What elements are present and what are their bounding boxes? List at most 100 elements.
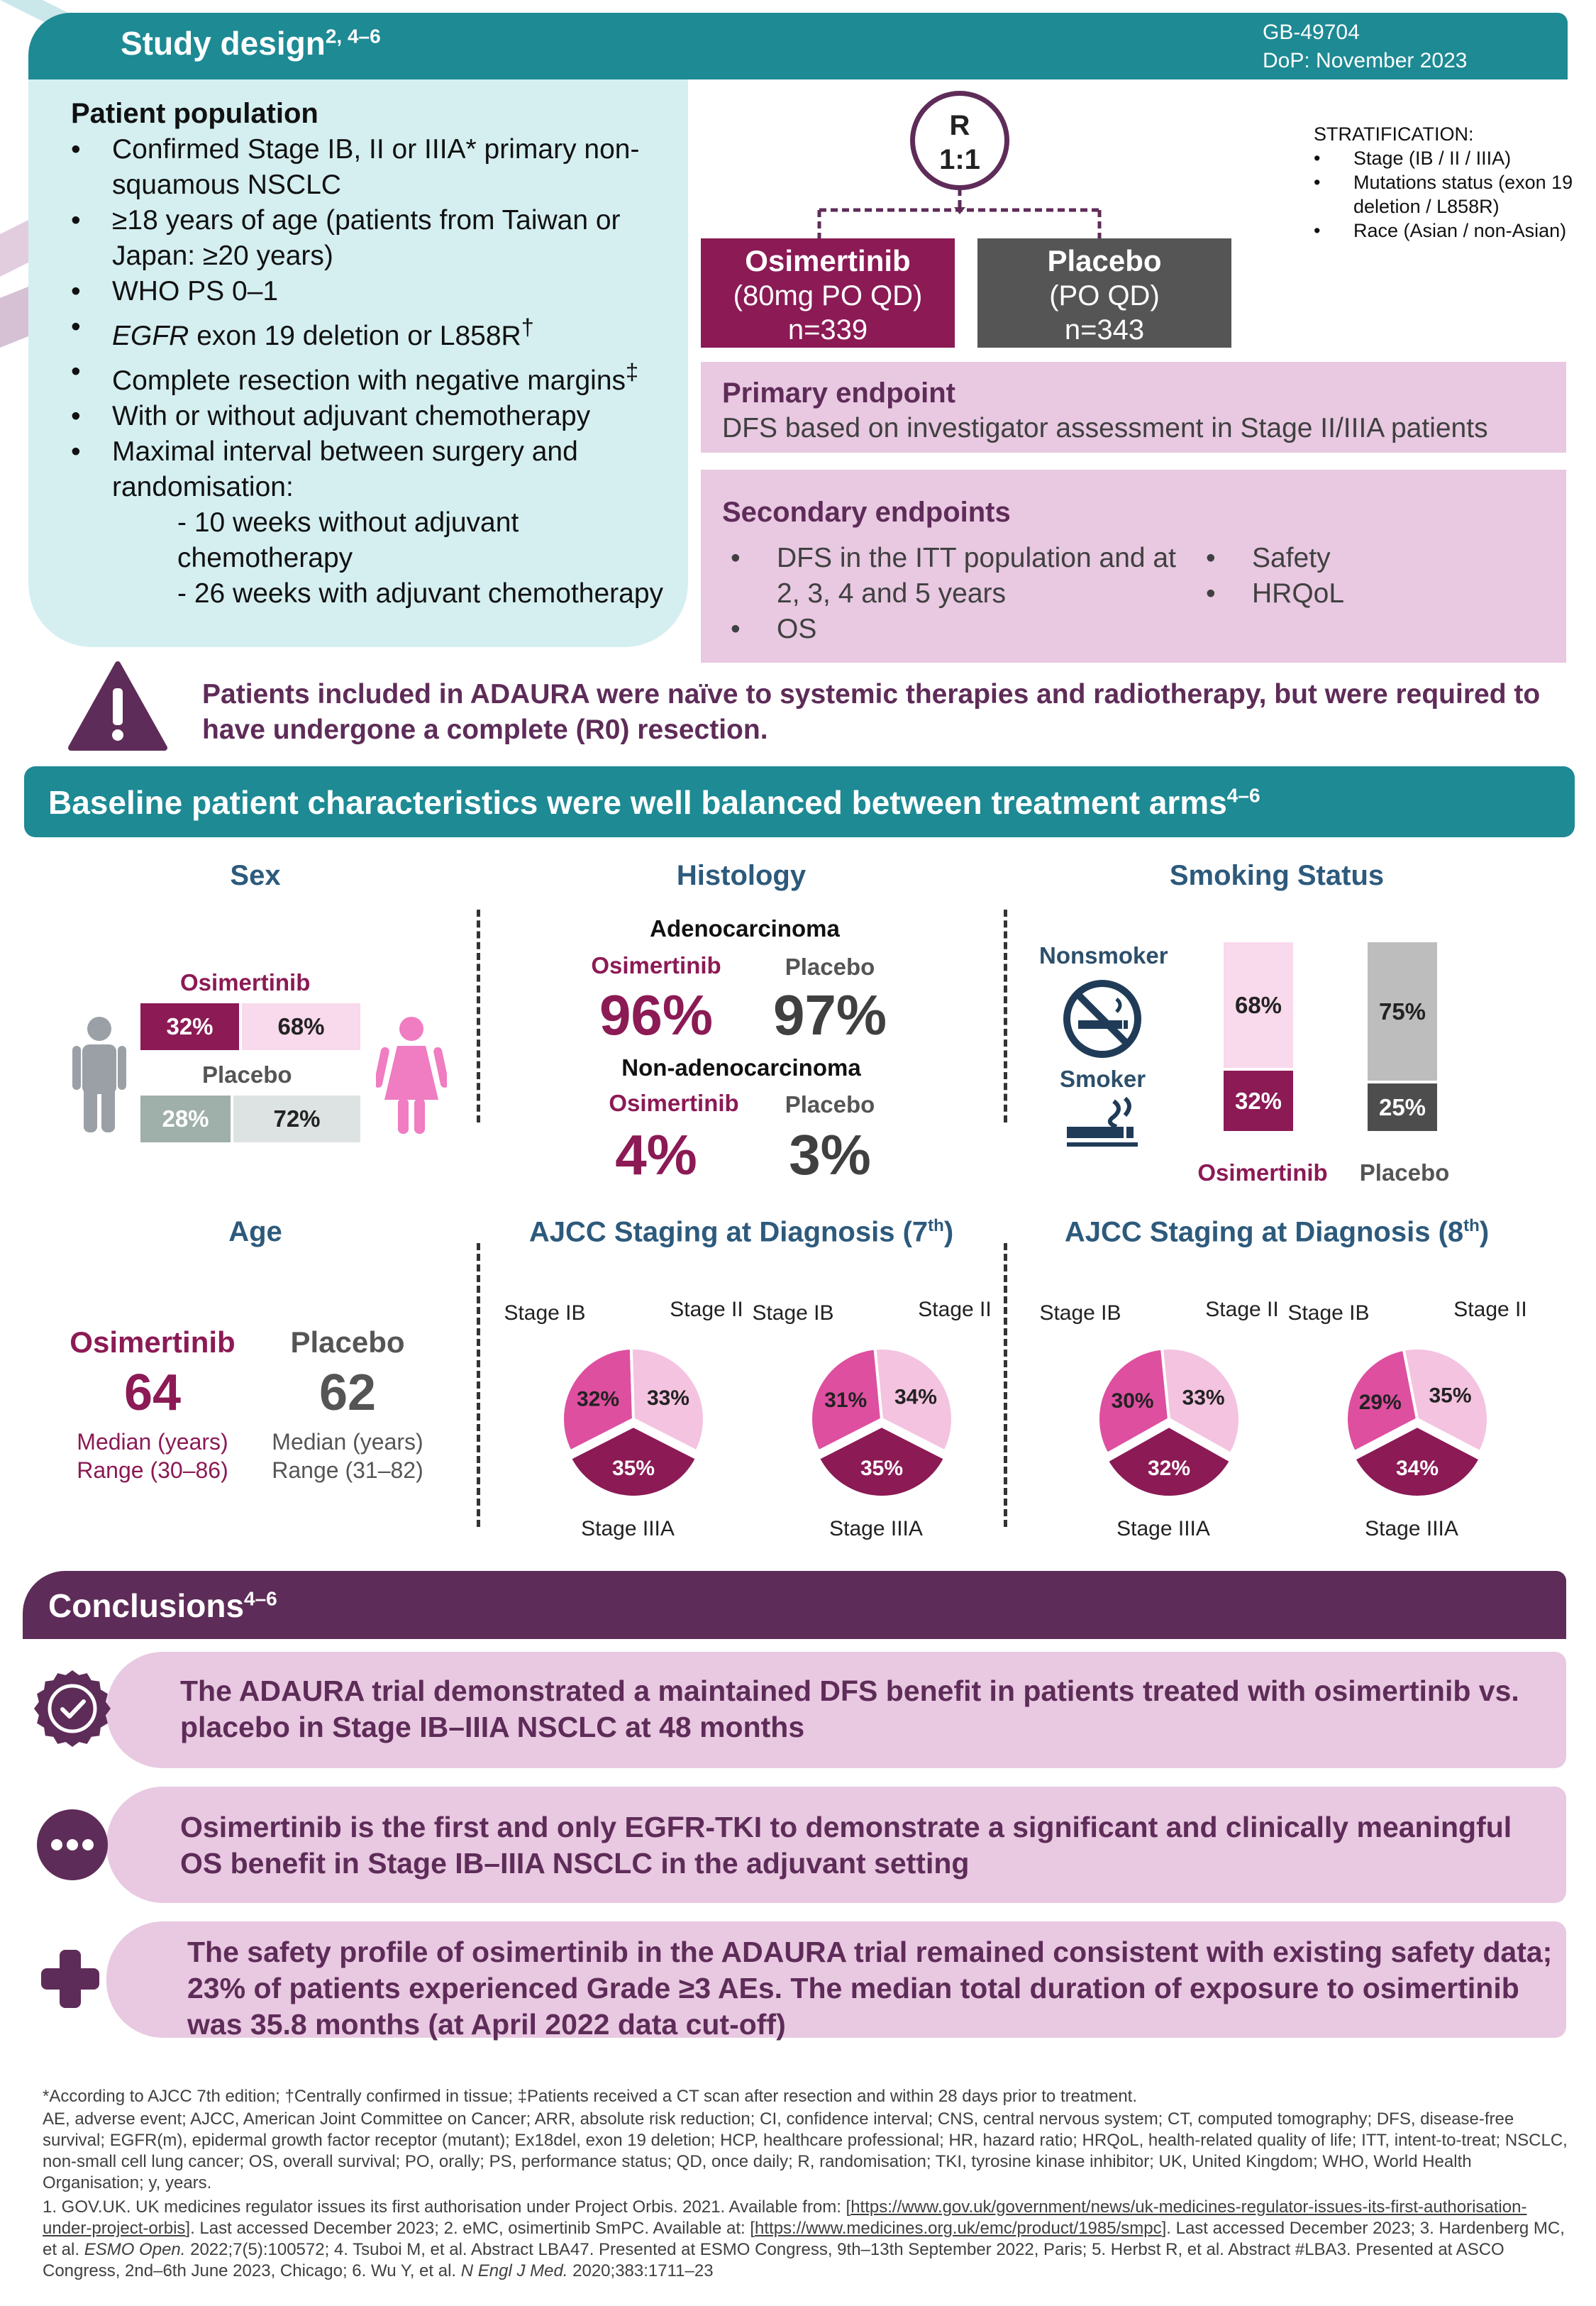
male-icon: [72, 1017, 126, 1132]
sex-title: Sex: [230, 860, 281, 891]
pie-data-label: 31%: [824, 1389, 867, 1412]
pie-label-stage-ib: Stage IB: [504, 1301, 585, 1325]
cigarette-icon: [1067, 1096, 1138, 1147]
divider: [1004, 910, 1007, 1122]
sub-item: - 10 weeks without adjuvant chemotherapy: [177, 507, 519, 573]
placebo-smoker-segment: 25%: [1368, 1083, 1437, 1131]
pie-slice: [561, 1346, 636, 1454]
pie-label-stage-iiia: Stage IIIA: [581, 1517, 675, 1540]
ajcc8-title: AJCC Staging at Diagnosis (8th): [1064, 1216, 1490, 1248]
age-osimertinib-median-label: Median (years): [77, 1429, 228, 1455]
divider: [477, 910, 480, 1122]
footnote-abbreviations: AE, adverse event; AJCC, American Joint …: [43, 2109, 1568, 2192]
list-item: Confirmed Stage IB, II or IIIA* primary …: [71, 132, 681, 203]
adeno-placebo-value: 97%: [772, 983, 887, 1047]
age-placebo-median: 62: [318, 1364, 377, 1421]
reference-link-2[interactable]: https://www.medicines.org.uk/emc/product…: [755, 2219, 1162, 2238]
smoking-placebo-bar: 75% 25%: [1368, 942, 1437, 1131]
pie-data-label: 34%: [1396, 1457, 1439, 1480]
pie-data-label: 33%: [647, 1386, 689, 1410]
sex-osimertinib-bar: 32% 68%: [140, 1003, 360, 1050]
pie-data-label: 33%: [1182, 1386, 1225, 1409]
placebo-male-segment: 28%: [140, 1096, 231, 1142]
list-item: WHO PS 0–1: [71, 274, 681, 309]
pie-label-stage-ib: Stage IB: [1039, 1301, 1121, 1325]
pie-data-label: 32%: [577, 1387, 619, 1411]
patient-population-list: Confirmed Stage IB, II or IIIA* primary …: [71, 132, 681, 612]
list-item: HRQoL: [1206, 576, 1490, 612]
osimertinib-female-segment: 68%: [242, 1003, 360, 1050]
sex-placebo-bar: 28% 72%: [140, 1096, 360, 1142]
histology-placebo-label: Placebo: [785, 954, 875, 980]
pie-title: Osimertinib: [1102, 1277, 1236, 1280]
pie-slice: [568, 1424, 699, 1499]
smoking-placebo-label: Placebo: [1359, 1159, 1450, 1186]
pie-slice: [1160, 1347, 1241, 1456]
non-adeno-placebo-value: 3%: [789, 1123, 871, 1186]
divider: [1004, 1243, 1007, 1527]
pie-slice: [816, 1424, 947, 1499]
pie-label-stage-iiia: Stage IIIA: [1116, 1517, 1210, 1540]
pie-data-label: 30%: [1112, 1389, 1154, 1413]
footnote-references: 1. GOV.UK. UK medicines regulator issues…: [43, 2197, 1565, 2280]
randomisation-circle: R 1:1: [910, 91, 1009, 190]
reference-link-1[interactable]: https://www.gov.uk/government/news/uk-me…: [43, 2197, 1527, 2238]
list-item: Race (Asian / non-Asian): [1314, 219, 1576, 243]
osimertinib-arm: Osimertinib (80mg PO QD) n=339: [701, 238, 955, 348]
document-reference: GB-49704 DoP: November 2023: [1263, 21, 1468, 72]
histology-title: Histology: [676, 860, 807, 891]
plus-icon: [41, 1950, 99, 2008]
primary-endpoint-heading: Primary endpoint: [722, 377, 955, 409]
female-icon: [376, 1017, 447, 1134]
pie-slice: [1402, 1347, 1490, 1454]
conclusion-text-3: The safety profile of osimertinib in the…: [187, 1936, 1553, 2041]
pie-data-label: 29%: [1359, 1391, 1402, 1414]
age-osimertinib-median: 64: [123, 1364, 182, 1421]
pie-slice: [1352, 1424, 1483, 1499]
pie-slice: [629, 1347, 706, 1454]
age-placebo-label: Placebo: [290, 1325, 405, 1359]
age-placebo-range: Range (31–82): [272, 1457, 423, 1483]
pie-slice: [1105, 1424, 1233, 1499]
pie-label-stage-iiia: Stage IIIA: [829, 1517, 923, 1540]
ajcc7-title: AJCC Staging at Diagnosis (7th): [528, 1216, 954, 1248]
conclusion-text-1: The ADAURA trial demonstrated a maintain…: [180, 1675, 1519, 1743]
nonsmoker-label: Nonsmoker: [1039, 942, 1168, 969]
study-design-title: Study design2, 4–6: [121, 25, 381, 62]
pie-slice: [873, 1347, 954, 1454]
placebo-arm: Placebo (PO QD) n=343: [977, 238, 1231, 348]
study-design-header: [28, 13, 1568, 79]
histology-osimertinib-label: Osimertinib: [591, 952, 721, 978]
list-item: DFS in the ITT population and at 2, 3, 4…: [731, 541, 1185, 612]
age-osimertinib-label: Osimertinib: [70, 1325, 235, 1359]
stratification: STRATIFICATION: Stage (IB / II / IIIA) M…: [1314, 122, 1576, 243]
patient-population-heading: Patient population: [71, 98, 318, 129]
conclusion-box-3: [106, 1921, 1566, 2038]
pie-label-stage-ii: Stage II: [1453, 1298, 1526, 1321]
osimertinib-nonsmoker-segment: 68%: [1224, 942, 1293, 1068]
check-badge-icon: [34, 1670, 111, 1747]
ajcc-pie-charts: 35% 32% 33% Osimertinib Stage IB Stage II Stag…: [504, 1277, 1526, 1540]
list-item: Maximal interval between surgery and ran…: [71, 434, 681, 505]
pie-title: Osimertinib: [567, 1277, 701, 1280]
pie-slice: [809, 1347, 884, 1454]
smoking-osimertinib-bar: 68% 32%: [1224, 942, 1293, 1131]
divider: [477, 1243, 480, 1527]
conclusions-title: Conclusions4–6: [48, 1587, 277, 1624]
pie-data-label: 35%: [860, 1457, 903, 1480]
sub-item: - 26 weeks with adjuvant chemotherapy: [177, 578, 664, 609]
adenocarcinoma-label: Adenocarcinoma: [650, 915, 840, 942]
histology-placebo-label-2: Placebo: [785, 1091, 875, 1118]
list-item: Stage (IB / II / IIIA): [1314, 146, 1576, 170]
age-osimertinib-range: Range (30–86): [77, 1457, 228, 1483]
pie-data-label: 35%: [1429, 1384, 1471, 1407]
baseline-header: [24, 766, 1575, 837]
list-item: Complete resection with negative margins…: [71, 354, 681, 399]
primary-endpoint-text: DFS based on investigator assessment in …: [722, 413, 1488, 443]
pie-data-label: 35%: [612, 1457, 655, 1480]
histology-osimertinib-label-2: Osimertinib: [609, 1090, 739, 1116]
age-title: Age: [228, 1216, 282, 1247]
more-dots-icon: [37, 1809, 108, 1880]
pie-label-stage-ib: Stage IB: [1287, 1301, 1369, 1325]
secondary-endpoints-right: Safety HRQoL: [1206, 541, 1490, 612]
